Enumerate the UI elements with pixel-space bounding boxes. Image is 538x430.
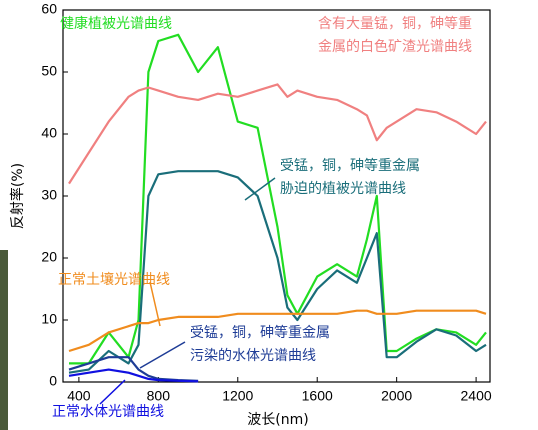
series-label: 受锰，铜，砷等重金属	[190, 324, 330, 341]
x-tick-label: 2000	[381, 388, 412, 404]
y-tick-label: 30	[41, 187, 57, 203]
series-label: 金属的白色矿渣光谱曲线	[318, 38, 472, 55]
x-tick-label: 1600	[302, 388, 333, 404]
y-tick-label: 20	[41, 249, 57, 265]
series-label: 正常水体光谱曲线	[52, 404, 164, 420]
y-tick-label: 50	[41, 63, 57, 79]
series-label: 健康植被光谱曲线	[60, 15, 172, 32]
arrow	[100, 380, 125, 404]
y-tick-label: 0	[49, 373, 57, 389]
arrow	[140, 342, 185, 368]
series-label: 污染的水体光谱曲线	[190, 348, 316, 364]
x-axis-label: 波长(nm)	[247, 412, 308, 428]
series-label: 胁迫的植被光谱曲线	[280, 181, 406, 197]
chart: 波长(nm) 反射率(%) 0 10 20 30 40 50 60 400 800 1200 160…	[0, 0, 538, 430]
x-tick-label: 1200	[222, 388, 253, 404]
series-label: 正常土壤光谱曲线	[58, 271, 170, 288]
y-tick-label: 60	[41, 1, 57, 17]
x-tick-label: 800	[147, 388, 171, 404]
series-label: 受锰，铜，砷等重金属	[280, 157, 420, 174]
x-tick-label: 400	[67, 388, 91, 404]
y-tick-label: 10	[41, 311, 57, 327]
y-tick-label: 40	[41, 125, 57, 141]
arrow	[150, 282, 160, 326]
x-tick-label: 2400	[461, 388, 492, 404]
y-axis-label: 反射率(%)	[9, 163, 26, 229]
photo-edge	[0, 250, 8, 430]
series-line	[69, 84, 486, 183]
series-label: 含有大量锰，铜，砷等重	[318, 15, 472, 32]
